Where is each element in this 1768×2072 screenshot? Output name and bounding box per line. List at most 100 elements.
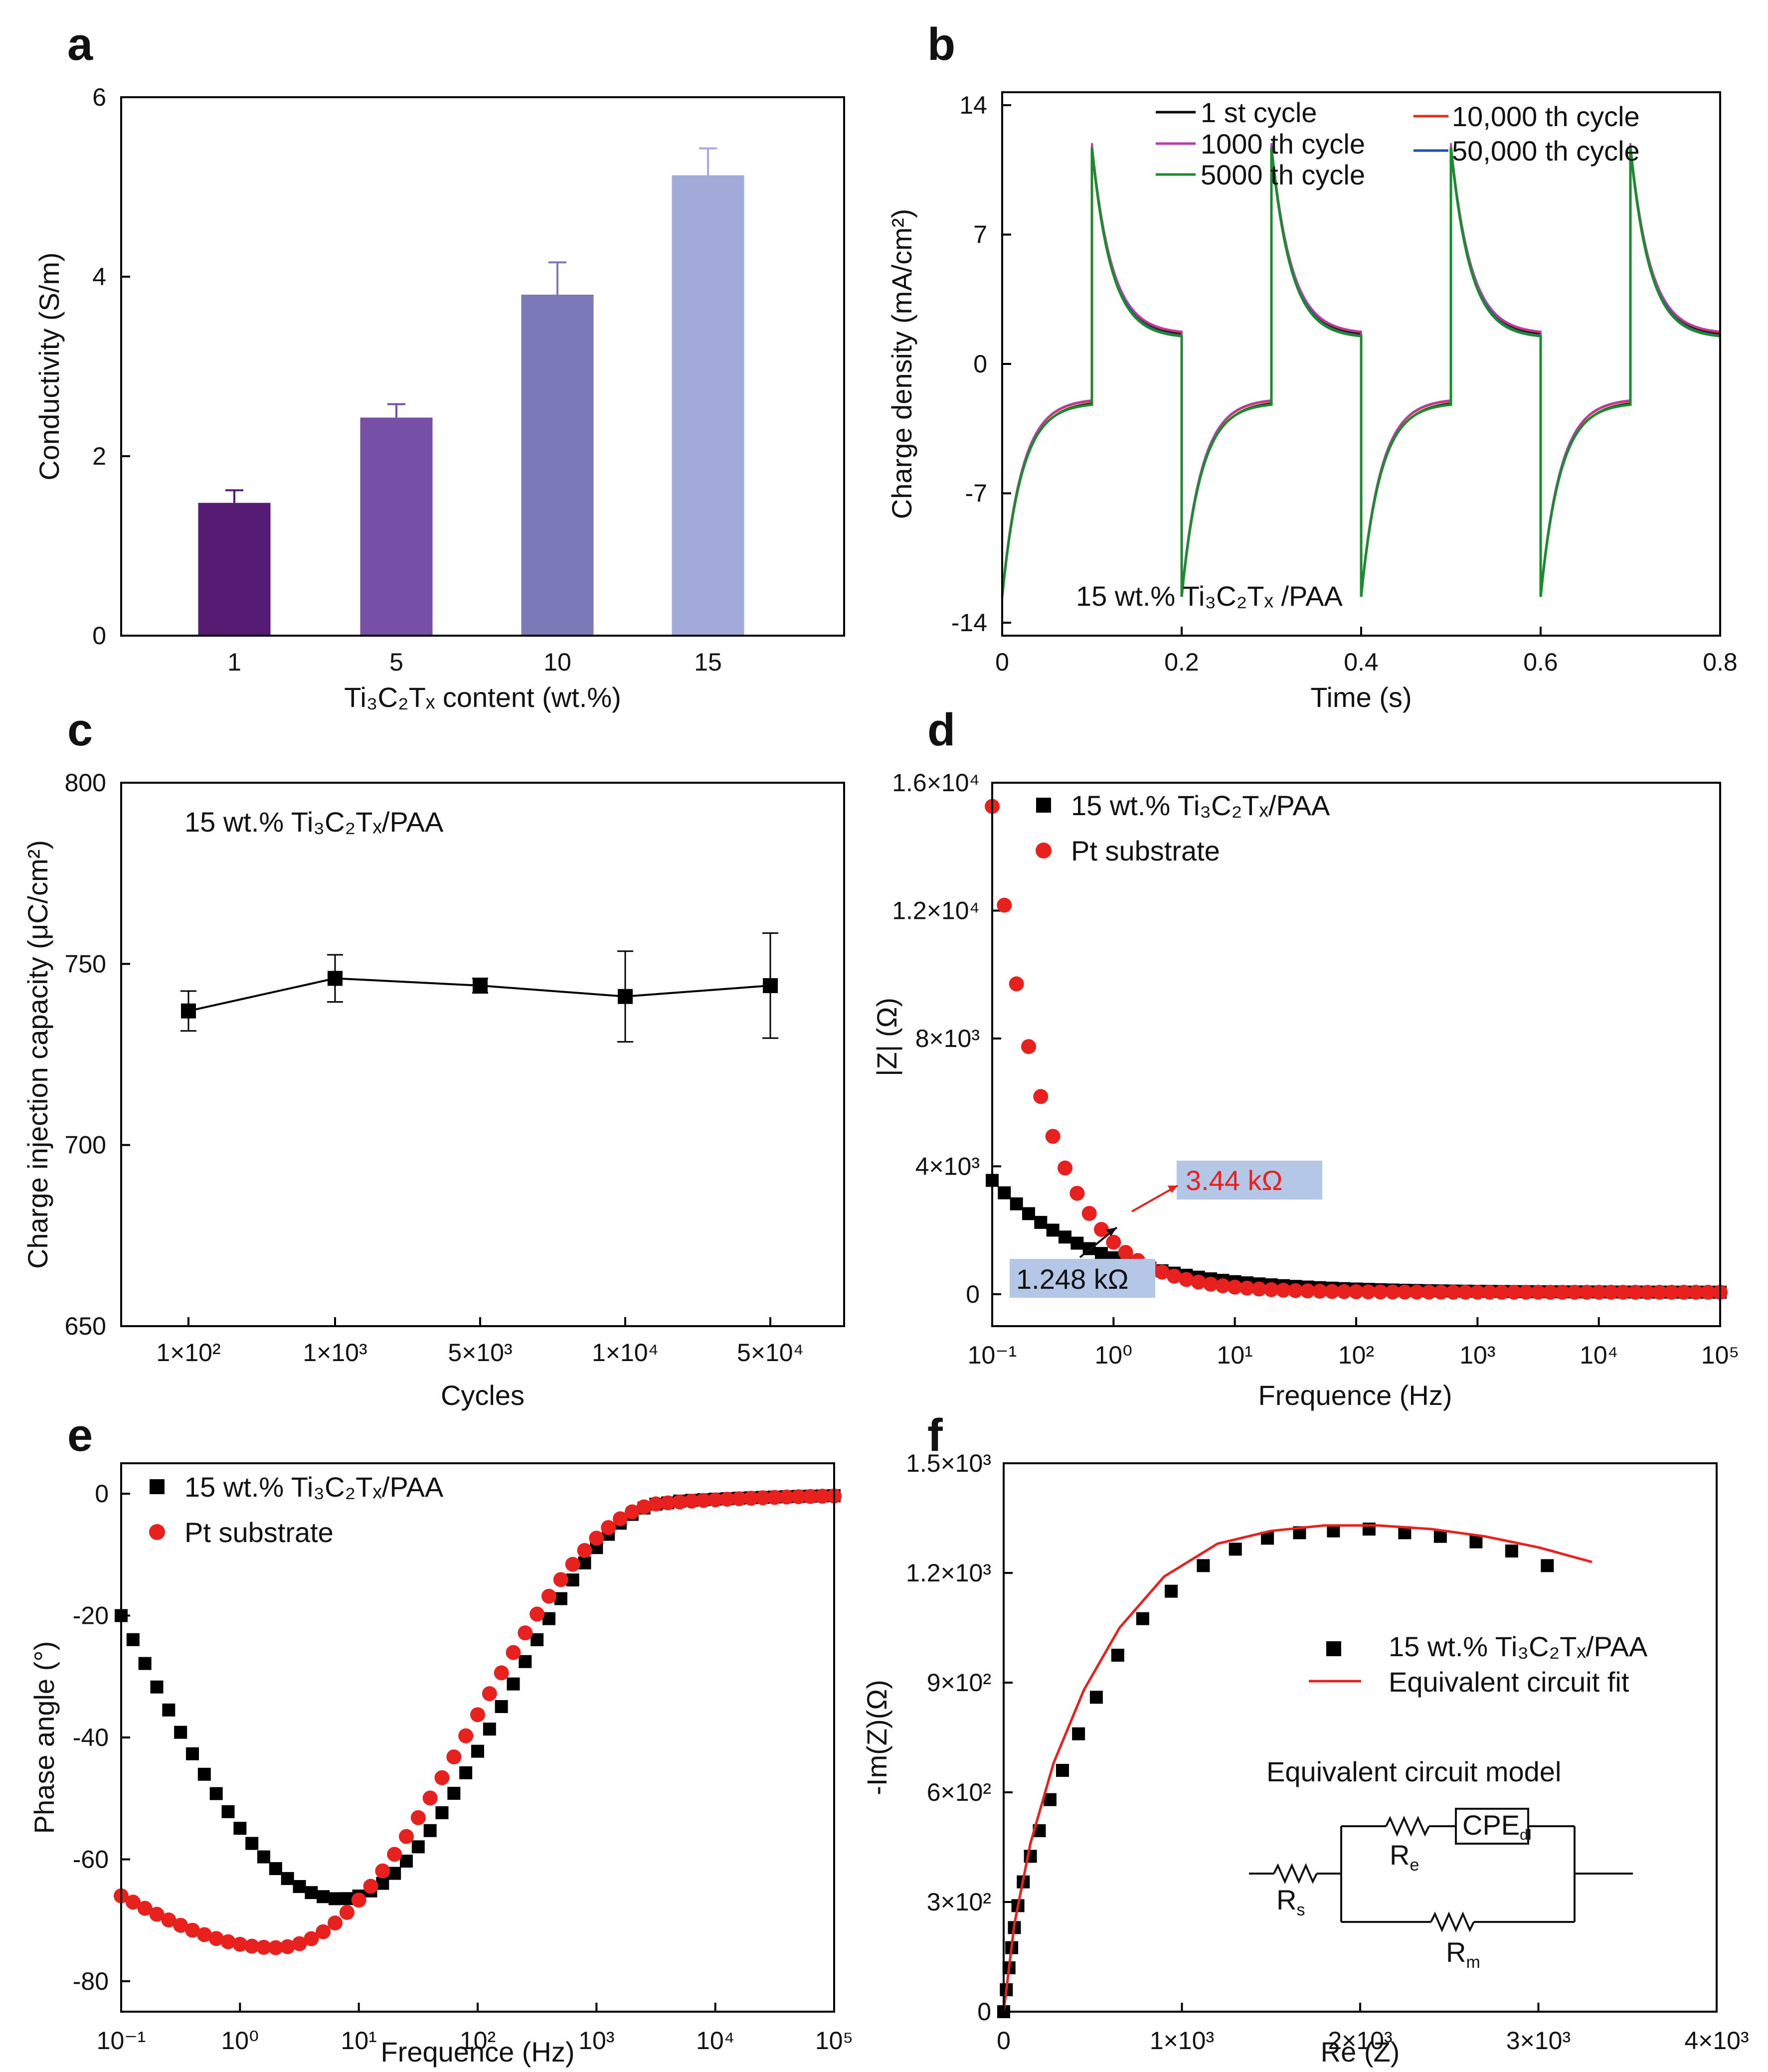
panel-b-annotation: 15 wt.% Ti₃C₂Tₓ /PAA xyxy=(1076,580,1343,612)
data-point xyxy=(186,1747,199,1760)
data-point xyxy=(1081,1206,1097,1221)
data-point xyxy=(553,1572,568,1587)
x-tick-label: 0.8 xyxy=(1703,648,1738,676)
x-tick-label: 1×10³ xyxy=(1150,2027,1214,2055)
panel-f-letter: f xyxy=(927,1410,943,1461)
x-tick-label: 10¹ xyxy=(341,2027,377,2055)
data-point xyxy=(305,1886,318,1899)
data-point xyxy=(565,1556,580,1572)
legend-marker-pt xyxy=(149,1524,165,1540)
panel-b-ylabel: Charge density (mA/cm²) xyxy=(886,209,917,519)
data-point xyxy=(518,1625,533,1641)
data-point xyxy=(507,1677,520,1691)
legend-label-1000: 1000 th cycle xyxy=(1201,128,1365,160)
y-tick-label: 4 xyxy=(92,263,106,291)
data-point xyxy=(1106,1234,1121,1250)
y-tick-label: 1.2×10³ xyxy=(906,1559,991,1587)
data-point xyxy=(281,1872,294,1885)
data-point xyxy=(542,1612,555,1625)
legend-marker-measured xyxy=(1326,1641,1341,1656)
data-point xyxy=(256,1939,271,1955)
circuit-label-cpe: CPEdl xyxy=(1462,1809,1532,1843)
y-tick-label: 800 xyxy=(65,769,106,797)
y-tick-label: 650 xyxy=(65,1312,106,1340)
data-point xyxy=(1518,1284,1534,1300)
data-point xyxy=(1203,1276,1218,1292)
data-point xyxy=(1072,1727,1085,1740)
data-point xyxy=(1033,1089,1049,1104)
x-tick-label: 0 xyxy=(997,2027,1011,2055)
annotation-pt-arrowhead xyxy=(1168,1186,1178,1193)
data-point xyxy=(1445,1284,1461,1300)
data-point xyxy=(1324,1284,1340,1299)
data-point xyxy=(1227,1279,1242,1295)
data-point xyxy=(174,1726,187,1739)
data-point xyxy=(1505,1545,1518,1557)
data-point xyxy=(196,1927,212,1942)
data-point xyxy=(471,1744,484,1758)
panel-d-letter: d xyxy=(927,704,955,755)
data-point xyxy=(1095,1247,1108,1260)
y-tick-label: 1.6×10⁴ xyxy=(892,769,980,797)
bar xyxy=(198,503,271,636)
data-point xyxy=(1118,1245,1133,1260)
panel-e: e 0 -20 -40 -60 -80 10⁻¹ 10⁰ 10¹ 10² 10³ 10⁴ 10⁵ Fr… xyxy=(28,1410,853,2068)
data-point xyxy=(388,1867,401,1880)
panel-d-legend: 15 wt.% Ti₃C₂Tₓ/PAA Pt substrate xyxy=(1036,790,1330,866)
data-point xyxy=(1664,1285,1679,1300)
data-point xyxy=(791,1489,806,1505)
data-point xyxy=(435,1806,449,1819)
x-tick-label: 0.2 xyxy=(1164,648,1199,676)
legend-label-10000: 10,000 th cycle xyxy=(1452,101,1640,132)
data-point xyxy=(1043,1793,1057,1806)
data-point xyxy=(767,1490,782,1505)
bar xyxy=(672,175,744,636)
legend-label-fit: Equivalent circuit fit xyxy=(1389,1666,1629,1698)
legend-marker-mxene xyxy=(150,1479,165,1494)
x-tick-label: 10¹ xyxy=(1217,1341,1253,1369)
x-tick-label: 1×10³ xyxy=(303,1339,367,1367)
data-point xyxy=(483,1723,496,1736)
circuit-wires xyxy=(1249,1808,1633,1932)
data-point xyxy=(506,1645,521,1660)
equivalent-circuit-diagram: Equivalent circuit model Rs Re CPEdl xyxy=(1249,1756,1633,1972)
series-line xyxy=(1001,147,1721,597)
data-point xyxy=(1469,1535,1483,1549)
y-tick-label: -20 xyxy=(73,1602,109,1630)
data-point xyxy=(743,1491,759,1506)
annotation-box-pt xyxy=(1177,1161,1322,1200)
x-tick-label: 5×10⁴ xyxy=(737,1339,804,1367)
data-point xyxy=(1046,1223,1060,1237)
y-tick-label: 3×10² xyxy=(927,1888,991,1916)
data-point xyxy=(1336,1284,1352,1299)
data-point xyxy=(470,1707,485,1723)
data-point xyxy=(1312,1283,1327,1299)
data-point xyxy=(636,1499,652,1515)
x-tick-label: 10⁵ xyxy=(1701,1341,1739,1369)
circuit-label-rm: Rm xyxy=(1446,1936,1480,1972)
data-point xyxy=(1154,1264,1170,1280)
x-tick-label: 10³ xyxy=(1459,1341,1495,1369)
data-point xyxy=(1179,1272,1194,1287)
data-point xyxy=(482,1686,497,1702)
data-point xyxy=(731,1491,747,1507)
data-point xyxy=(1197,1559,1210,1572)
data-point xyxy=(328,971,343,986)
data-point xyxy=(316,1924,331,1939)
x-tick-label: 2×10³ xyxy=(1328,2027,1392,2055)
x-tick-label: 10³ xyxy=(578,2027,614,2055)
data-point xyxy=(446,1749,462,1765)
data-point xyxy=(1506,1284,1522,1300)
data-point xyxy=(209,1787,223,1800)
circuit-label-re: Re xyxy=(1390,1839,1419,1875)
data-point xyxy=(1676,1285,1691,1300)
y-tick-label: 1.5×10³ xyxy=(906,1449,991,1477)
panel-d-xlabel: Frequence (Hz) xyxy=(1258,1380,1452,1411)
data-point xyxy=(494,1665,509,1681)
x-tick-label: 10² xyxy=(460,2027,496,2055)
data-point xyxy=(1229,1543,1242,1556)
y-tick-label: -7 xyxy=(965,480,987,508)
data-point xyxy=(1263,1282,1279,1297)
annotation-pt-value: 3.44 kΩ xyxy=(1186,1165,1282,1196)
